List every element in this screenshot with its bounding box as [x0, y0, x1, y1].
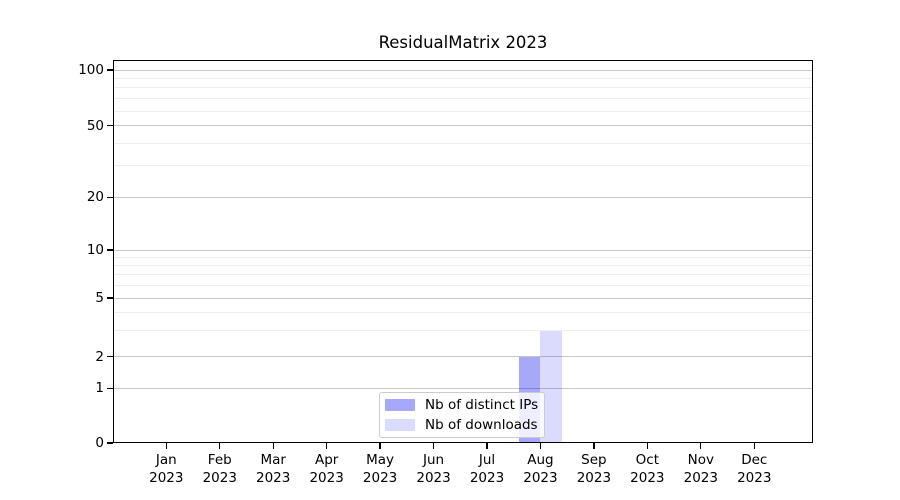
x-tick-label-jun: Jun 2023	[402, 452, 466, 487]
y-tick-label-10: 10	[86, 242, 104, 258]
x-tick-year: 2023	[362, 469, 398, 486]
y-tick-mark-100	[107, 69, 113, 71]
x-tick-month: Mar	[260, 452, 286, 468]
x-tick-mark-sep	[593, 443, 595, 449]
legend-label-downloads: Nb of downloads	[425, 416, 538, 433]
x-tick-label-jan: Jan 2023	[134, 452, 198, 487]
x-tick-year: 2023	[202, 469, 237, 486]
gridline-minor-3	[113, 330, 813, 332]
x-tick-month: Apr	[314, 452, 339, 468]
x-tick-month: Feb	[207, 452, 232, 468]
y-tick-label-2: 2	[95, 348, 104, 365]
x-tick-month: Jul	[478, 452, 496, 468]
y-tick-label-100: 100	[78, 62, 104, 78]
y-tick-label-20: 20	[86, 189, 104, 206]
gridline-minor-9	[113, 256, 813, 258]
x-tick-year: 2023	[416, 469, 451, 486]
y-tick-mark-10	[107, 249, 113, 251]
x-tick-month: Aug	[527, 452, 554, 468]
x-tick-month: Oct	[635, 452, 660, 468]
x-tick-label-jul: Jul 2023	[455, 452, 519, 487]
legend-swatch-distinct-ips	[385, 399, 415, 411]
x-tick-mark-feb	[219, 443, 221, 449]
bar-downloads-aug-2023	[540, 330, 562, 443]
gridline-minor-6	[113, 284, 813, 286]
y-tick-mark-50	[107, 125, 113, 127]
gridline-major-10	[113, 249, 813, 251]
gridline-minor-90	[113, 77, 813, 79]
x-tick-year: 2023	[630, 469, 665, 486]
x-tick-month: Jun	[423, 452, 445, 468]
x-tick-month: Jan	[155, 452, 177, 468]
gridline-major-2	[113, 356, 813, 358]
x-tick-year: 2023	[523, 469, 558, 486]
x-tick-label-mar: Mar 2023	[241, 452, 305, 487]
plot-area: Nb of distinct IPs Nb of downloads	[113, 60, 813, 443]
x-tick-month: May	[366, 452, 395, 468]
x-tick-month: Nov	[687, 452, 714, 468]
x-tick-year: 2023	[309, 469, 344, 486]
x-tick-year: 2023	[256, 469, 291, 486]
legend-label-distinct-ips: Nb of distinct IPs	[425, 396, 539, 413]
x-tick-mark-jun	[432, 443, 435, 449]
gridline-minor-4	[113, 311, 813, 313]
x-tick-mark-aug	[539, 443, 542, 449]
x-tick-mark-nov	[700, 443, 702, 449]
y-tick-label-5: 5	[95, 290, 104, 306]
x-tick-month: Sep	[581, 452, 607, 468]
x-tick-year: 2023	[149, 469, 184, 486]
gridline-major-50	[113, 125, 813, 127]
legend-swatch-downloads	[385, 419, 415, 431]
y-tick-mark-0	[107, 442, 113, 444]
x-tick-label-oct: Oct 2023	[615, 452, 679, 487]
gridline-major-5	[113, 297, 813, 299]
gridline-major-100	[113, 69, 813, 71]
y-tick-label-0: 0	[95, 435, 104, 451]
x-tick-mark-oct	[646, 443, 649, 449]
plot-spines	[113, 60, 813, 443]
legend-item-distinct-ips: Nb of distinct IPs	[385, 396, 539, 413]
gridline-minor-30	[113, 165, 813, 167]
x-tick-label-sep: Sep 2023	[562, 452, 626, 487]
x-tick-label-apr: Apr 2023	[295, 452, 359, 487]
x-tick-year: 2023	[683, 469, 718, 486]
gridline-minor-7	[113, 274, 813, 276]
x-tick-year: 2023	[737, 469, 772, 486]
x-tick-month: Dec	[741, 452, 768, 468]
x-tick-mark-dec	[753, 443, 755, 449]
y-tick-label-50: 50	[86, 117, 104, 134]
x-tick-year: 2023	[469, 469, 505, 486]
y-tick-mark-20	[107, 196, 113, 198]
gridline-major-1	[113, 387, 813, 389]
y-tick-mark-2	[107, 356, 113, 358]
gridline-minor-60	[113, 110, 813, 112]
x-tick-label-aug: Aug 2023	[508, 452, 572, 487]
legend: Nb of distinct IPs Nb of downloads	[379, 392, 545, 438]
x-tick-label-feb: Feb 2023	[188, 452, 252, 487]
x-tick-mark-mar	[272, 443, 274, 449]
chart-title: ResidualMatrix 2023	[378, 33, 548, 52]
x-tick-label-dec: Dec 2023	[722, 452, 786, 487]
x-tick-mark-jan	[165, 443, 167, 449]
x-tick-label-may: May 2023	[348, 452, 412, 487]
x-tick-year: 2023	[576, 469, 612, 486]
gridline-minor-8	[113, 264, 813, 266]
gridline-major-20	[113, 196, 813, 198]
y-tick-mark-5	[107, 297, 113, 299]
x-tick-mark-jul	[486, 443, 488, 449]
x-tick-mark-may	[379, 443, 381, 449]
legend-item-downloads: Nb of downloads	[385, 416, 538, 433]
gridline-minor-70	[113, 98, 813, 100]
x-tick-label-nov: Nov 2023	[669, 452, 733, 487]
gridline-minor-40	[113, 142, 813, 144]
y-tick-mark-1	[107, 387, 113, 389]
gridline-minor-80	[113, 87, 813, 89]
y-tick-label-1: 1	[95, 380, 104, 397]
x-tick-mark-apr	[325, 443, 328, 449]
